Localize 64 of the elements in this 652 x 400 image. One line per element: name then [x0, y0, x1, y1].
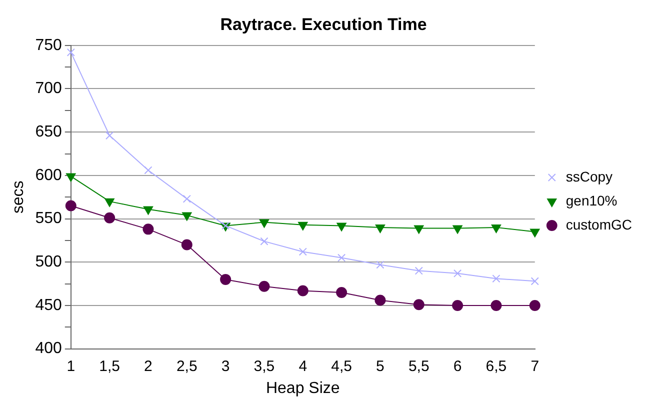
point — [298, 248, 307, 256]
point — [298, 222, 308, 230]
y-tick-label: 550 — [35, 210, 62, 228]
point — [143, 206, 154, 215]
x-tick-label: 2 — [144, 358, 152, 375]
point — [220, 274, 232, 285]
point — [336, 222, 346, 232]
x-tick-label: 6,5 — [486, 358, 507, 375]
point — [414, 225, 424, 234]
legend-label: gen10% — [566, 192, 618, 208]
point — [338, 254, 346, 262]
point — [258, 280, 270, 292]
point — [491, 224, 502, 233]
point — [413, 299, 424, 310]
y-axis-title: secs — [10, 180, 28, 214]
point — [336, 286, 348, 298]
point — [182, 194, 191, 203]
x-tick-label: 4 — [298, 358, 308, 375]
x-tick-label: 3,5 — [254, 358, 275, 375]
point — [182, 212, 192, 221]
y-tick-label: 500 — [35, 254, 62, 271]
x-tick-label: 5 — [376, 358, 384, 375]
point — [144, 166, 152, 174]
point — [66, 48, 75, 56]
y-tick-label: 750 — [35, 36, 62, 54]
x-tick-label: 1,5 — [99, 358, 120, 375]
x-tick-label: 5,5 — [408, 358, 430, 375]
point — [104, 212, 116, 224]
x-axis-title: Heap Size — [266, 380, 340, 397]
y-tick-label: 700 — [35, 80, 62, 98]
point — [181, 239, 192, 250]
point — [297, 285, 308, 296]
point — [529, 300, 540, 311]
y-tick-label: 450 — [35, 296, 62, 314]
legend-label: ssCopy — [566, 168, 613, 184]
x-tick-label: 6 — [453, 358, 462, 375]
x-tick-label: 7 — [530, 358, 540, 375]
x-tick-label: 1 — [66, 358, 76, 375]
point — [65, 200, 76, 212]
point — [454, 269, 462, 278]
y-tick-label: 600 — [35, 166, 62, 184]
point — [142, 224, 154, 235]
point — [452, 225, 462, 234]
point — [452, 300, 464, 311]
point — [106, 132, 114, 140]
point — [530, 228, 540, 238]
point — [414, 266, 423, 275]
point — [492, 274, 500, 283]
chart-title: Raytrace. Execution Time — [220, 14, 427, 34]
point — [374, 294, 386, 306]
point — [375, 224, 386, 233]
y-tick-label: 650 — [35, 123, 62, 140]
point — [530, 277, 539, 286]
point — [260, 237, 268, 246]
y-tick-label: 400 — [35, 340, 62, 358]
point — [259, 219, 270, 228]
point — [104, 198, 114, 207]
x-tick-label: 3 — [221, 358, 230, 375]
x-tick-label: 2,5 — [176, 358, 198, 375]
point — [376, 260, 384, 269]
legend-label: customGC — [566, 216, 632, 232]
point — [490, 300, 502, 311]
point — [66, 173, 76, 182]
x-tick-label: 4,5 — [331, 358, 352, 375]
